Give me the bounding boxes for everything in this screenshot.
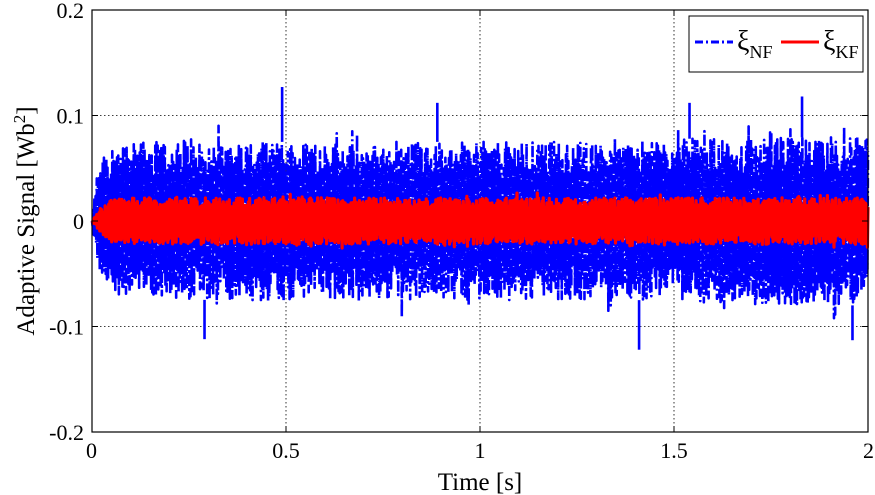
legend-label-nf: ξNF <box>737 26 773 62</box>
series-line-kf <box>90 191 870 250</box>
x-tick-label: 2 <box>863 438 874 463</box>
y-tick-label: -0.1 <box>49 315 84 340</box>
plot-data <box>90 87 870 350</box>
y-tick-label: 0.1 <box>57 104 85 129</box>
y-tick-label: 0.2 <box>57 0 85 23</box>
legend-box <box>688 15 864 73</box>
y-tick-label: -0.2 <box>49 420 84 445</box>
legend-label-kf: ξKF <box>823 26 859 62</box>
x-axis-label: Time [s] <box>438 469 523 495</box>
x-tick-label: 1 <box>475 438 486 463</box>
y-axis-label: Adaptive Signal [Wb2] <box>10 106 41 335</box>
x-tick-label: 1.5 <box>660 438 688 463</box>
legend: ξNF ξKF <box>688 15 864 73</box>
y-tick-label: 0 <box>73 209 84 234</box>
ticks: 0 0.5 1 1.5 2 -0.2 -0.1 0 0.1 0.2 <box>49 0 874 463</box>
x-tick-label: 0.5 <box>272 438 300 463</box>
x-tick-label: 0 <box>86 438 97 463</box>
